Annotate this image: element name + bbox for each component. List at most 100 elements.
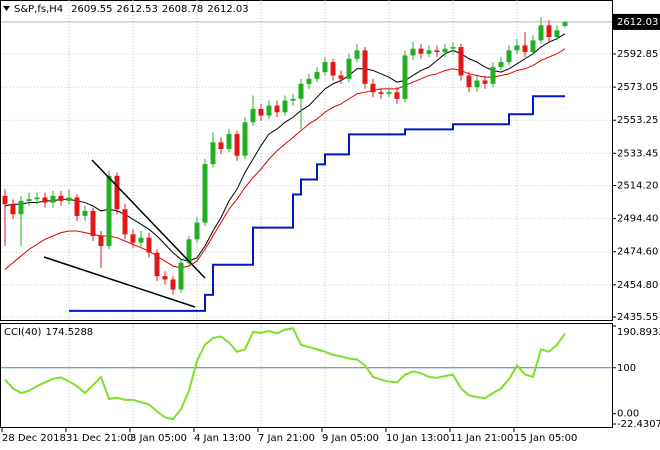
candle-body bbox=[450, 47, 456, 49]
candle-body bbox=[482, 80, 488, 84]
candle-body bbox=[554, 30, 560, 38]
candle-body bbox=[410, 48, 416, 56]
candle-body bbox=[10, 204, 16, 215]
candle-body bbox=[154, 252, 160, 277]
candle-body bbox=[130, 234, 136, 243]
low-value: 2608.78 bbox=[162, 4, 203, 15]
candle-body bbox=[474, 80, 480, 88]
candle-body bbox=[210, 142, 216, 165]
y-tick-label: 2514.20 bbox=[617, 180, 658, 191]
candle-body bbox=[122, 209, 128, 235]
candle-body bbox=[538, 25, 544, 41]
candle-body bbox=[114, 175, 120, 210]
candle-body bbox=[138, 237, 144, 243]
candle-body bbox=[2, 195, 8, 205]
open-value: 2609.55 bbox=[71, 4, 112, 15]
candle-body bbox=[546, 25, 552, 38]
candle-body bbox=[258, 108, 264, 116]
indicator-title: CCI(40) 174.5288 bbox=[4, 327, 93, 338]
candle-body bbox=[50, 195, 56, 203]
y-tick-label: 0.00 bbox=[617, 409, 639, 420]
candle-body bbox=[58, 195, 64, 201]
candle-body bbox=[226, 133, 232, 150]
x-tick-label: 4 Jan 13:00 bbox=[194, 433, 251, 444]
symbol: S&P,fs,H4 bbox=[14, 4, 63, 15]
candle-body bbox=[402, 55, 408, 99]
candle-body bbox=[354, 50, 360, 59]
x-tick-label: 28 Dec 2018 bbox=[2, 433, 66, 444]
close-value: 2612.03 bbox=[207, 4, 248, 15]
pane-frame bbox=[0, 323, 613, 428]
candle-body bbox=[90, 210, 96, 236]
y-tick-label: 2553.25 bbox=[617, 115, 658, 126]
y-tick-label: 2454.80 bbox=[617, 280, 658, 291]
chart-title: S&P,fs,H4 2609.55 2612.53 2608.78 2612.03 bbox=[14, 4, 249, 15]
candle-body bbox=[378, 92, 384, 94]
overlay-line bbox=[4, 33, 566, 262]
trend-line bbox=[91, 159, 206, 279]
y-tick-label: 2474.60 bbox=[617, 247, 658, 258]
pane-frame bbox=[0, 0, 613, 321]
collapse-arrow[interactable] bbox=[3, 6, 10, 11]
candle-body bbox=[514, 45, 520, 51]
candle-body bbox=[82, 210, 88, 216]
candle-body bbox=[370, 83, 376, 93]
candle-body bbox=[314, 72, 320, 79]
x-tick-label: 31 Dec 21:00 bbox=[66, 433, 133, 444]
candle-body bbox=[66, 197, 72, 201]
candle-body bbox=[106, 175, 112, 247]
candle-body bbox=[178, 262, 184, 290]
candle-body bbox=[146, 237, 152, 253]
candle-body bbox=[322, 62, 328, 73]
candle-body bbox=[162, 276, 168, 280]
candle-body bbox=[26, 199, 32, 201]
candle-body bbox=[290, 98, 296, 101]
indicator-value: 174.5288 bbox=[45, 327, 93, 338]
candle-body bbox=[18, 200, 24, 215]
candle-body bbox=[338, 75, 344, 79]
x-tick-label: 9 Jan 05:00 bbox=[322, 433, 379, 444]
candle-body bbox=[530, 40, 536, 53]
x-tick-label: 10 Jan 13:00 bbox=[386, 433, 449, 444]
candle-body bbox=[442, 48, 448, 53]
candle-body bbox=[170, 279, 176, 290]
trend-line bbox=[43, 256, 196, 308]
candle-body bbox=[346, 58, 352, 79]
y-tick-label: 2592.85 bbox=[617, 49, 658, 60]
candle-body bbox=[458, 47, 464, 76]
y-tick-label: 2494.40 bbox=[617, 214, 658, 225]
candle-body bbox=[98, 235, 104, 247]
candle-body bbox=[386, 92, 392, 94]
high-value: 2612.53 bbox=[117, 4, 158, 15]
candle-body bbox=[418, 48, 424, 54]
candle-body bbox=[34, 197, 40, 200]
y-tick-label: -22.4307 bbox=[617, 419, 660, 430]
y-tick-label: 2533.45 bbox=[617, 148, 658, 159]
candle-body bbox=[194, 222, 200, 240]
x-tick-label: 11 Jan 21:00 bbox=[450, 433, 513, 444]
candle-body bbox=[490, 67, 496, 84]
candle-body bbox=[498, 62, 504, 68]
candle-body bbox=[186, 239, 192, 263]
overlay-line bbox=[69, 95, 565, 312]
candle-body bbox=[234, 133, 240, 156]
candle-body bbox=[218, 142, 224, 150]
candle-body bbox=[466, 75, 472, 88]
candle-body bbox=[202, 164, 208, 223]
candle-body bbox=[298, 83, 304, 99]
candle-body bbox=[330, 62, 336, 76]
candle-body bbox=[434, 50, 440, 53]
candle-body bbox=[250, 108, 256, 123]
candle-body bbox=[362, 50, 368, 84]
candle-body bbox=[282, 100, 288, 113]
candle-body bbox=[426, 50, 432, 54]
y-tick-label: 190.8932 bbox=[617, 327, 660, 338]
overlay-line bbox=[4, 48, 566, 270]
candle-body bbox=[42, 197, 48, 203]
candle-body bbox=[242, 122, 248, 156]
current-price-box bbox=[612, 13, 660, 30]
y-tick-label: 100 bbox=[617, 363, 636, 374]
x-tick-label: 3 Jan 05:00 bbox=[130, 433, 187, 444]
